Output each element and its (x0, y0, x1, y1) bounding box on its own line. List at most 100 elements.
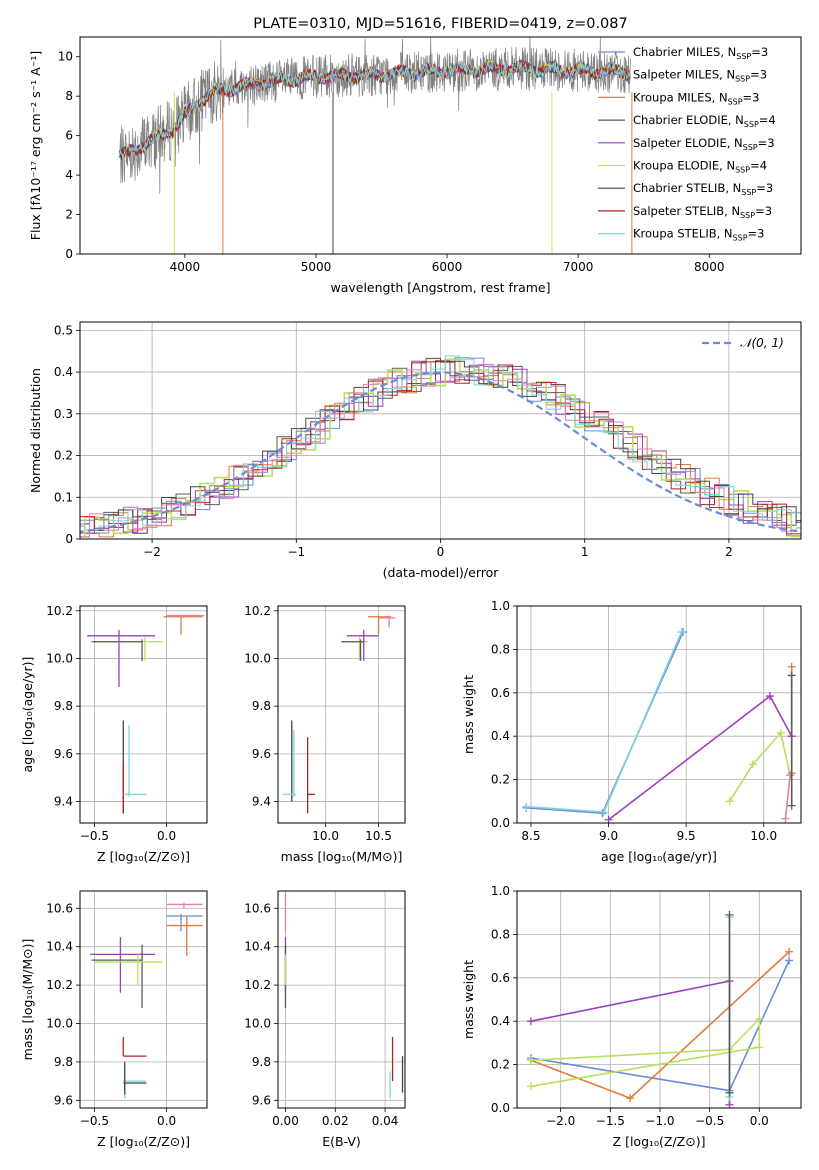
errorbar-point (166, 614, 205, 618)
x-tick-label: 10.5 (365, 829, 392, 843)
y-tick-label: 0.3 (54, 407, 73, 421)
x-axis-label: (data-model)/error (383, 565, 500, 580)
age-Z-plot (87, 614, 205, 814)
x-tick-label: 7000 (563, 260, 594, 274)
y-tick-label: 10.4 (244, 940, 271, 954)
y-tick-label: 10.0 (46, 1017, 73, 1031)
mass-weight-line (784, 775, 791, 819)
x-tick-label: −0.5 (695, 1114, 724, 1128)
y-tick-label: 0.4 (491, 1014, 510, 1028)
x-tick-label: 6000 (432, 260, 463, 274)
mass-weight-marker (604, 815, 613, 823)
y-tick-label: 0.1 (54, 490, 73, 504)
errorbar-point (166, 915, 203, 957)
errorbar-point (94, 954, 163, 986)
errorbar-point (306, 737, 316, 814)
y-tick-label: 9.6 (54, 1093, 73, 1107)
x-tick-label: 0.0 (157, 1114, 176, 1128)
x-tick-label: 0.0 (157, 829, 176, 843)
mass-weight-marker (787, 671, 796, 680)
mass-weight-marker (598, 809, 607, 818)
x-tick-label: 0.00 (272, 1114, 299, 1128)
residual-histogram (80, 363, 801, 538)
x-axis-label: mass [log₁₀(M/M⊙)] (281, 849, 403, 864)
y-tick-label: 4 (65, 168, 73, 182)
mass-weight-marker (599, 808, 608, 817)
x-tick-label: 5000 (301, 260, 332, 274)
legend-entry: Kroupa MILES, NSSP=3 (633, 90, 759, 106)
mass-weight-marker (725, 1100, 734, 1108)
y-tick-label: 0.0 (491, 816, 510, 830)
x-tick-label: −0.5 (80, 1114, 109, 1128)
mass-weight-marker (526, 1056, 535, 1065)
x-tick-label: 0.04 (372, 1114, 399, 1128)
x-axis-label: wavelength [Angstrom, rest frame] (330, 280, 550, 295)
mass-weight-marker (785, 947, 794, 956)
spectrum-plot (118, 37, 633, 254)
y-tick-label: 0.6 (491, 686, 510, 700)
y-tick-label: 0.2 (491, 773, 510, 787)
errorbar-point (87, 629, 156, 688)
spectrum-panel: 4000 5000 6000 7000 8000 0 2 4 6 8 10 wavelength [A… (28, 16, 802, 295)
y-tick-label: 9.4 (54, 795, 73, 809)
residual-histogram (80, 361, 801, 538)
chart-title: PLATE=0310, MJD=51616, FIBERID=0419, z=0… (253, 16, 627, 32)
y-tick-label: 9.4 (252, 795, 271, 809)
errorbar-point (367, 615, 392, 635)
errorbar-point (346, 629, 379, 661)
axes-frame (516, 605, 802, 824)
y-tick-label: 10.2 (46, 604, 73, 618)
x-tick-label: 0 (437, 545, 445, 559)
errorbar-point (378, 615, 396, 628)
axes-frame (277, 605, 406, 824)
y-tick-label: 0.8 (491, 642, 510, 656)
mass-weight-line (526, 631, 684, 815)
y-tick-label: 10.4 (46, 940, 73, 954)
errorbar-point (91, 944, 143, 1009)
x-tick-label: 1 (581, 545, 589, 559)
x-tick-label: 0.0 (750, 1114, 769, 1128)
y-tick-label: 2 (65, 208, 73, 222)
mass-weight-marker (526, 1082, 535, 1091)
axes-frame (79, 890, 208, 1109)
mass-EBV-plot (284, 892, 404, 1099)
mass-weight-marker (785, 956, 794, 965)
y-tick-label: 9.6 (252, 1093, 271, 1107)
residual-histogram (80, 360, 801, 534)
y-axis-label: Flux [fλ10⁻¹⁷ erg cm⁻² s⁻¹ A⁻¹] (28, 51, 43, 240)
y-tick-label: 10.0 (244, 651, 271, 665)
mass-weight-marker (786, 771, 795, 780)
y-tick-label: 0.0 (491, 1101, 510, 1115)
axes-frame (79, 321, 802, 540)
axes-frame (79, 36, 802, 255)
axes-frame (79, 605, 208, 824)
errorbar-point (283, 730, 296, 797)
y-tick-label: 9.8 (54, 699, 73, 713)
mass-weight-marker (725, 910, 734, 919)
histogram-plot (80, 355, 801, 538)
x-tick-label: 10.0 (312, 829, 339, 843)
residuals-panel: −2 −1 0 1 2 0 0.1 0.2 0.3 0.4 0.5 (data-model)/erro… (28, 321, 802, 580)
y-axis-label: mass [log₁₀(M/M⊙)] (20, 939, 35, 1061)
errorbar-point (94, 637, 163, 661)
mass-weight-marker (626, 1094, 635, 1103)
y-tick-label: 0.2 (491, 1058, 510, 1072)
y-tick-label: 0.8 (491, 927, 510, 941)
x-tick-label: 10.0 (750, 829, 777, 843)
x-axis-label: age [log₁₀(age/yr)] (601, 849, 717, 864)
y-tick-label: 1.0 (491, 884, 510, 898)
legend-entry: Salpeter ELODIE, NSSP=3 (633, 136, 775, 152)
y-tick-label: 0 (65, 247, 73, 261)
mass-EBV-panel: 0.00 0.02 0.04 9.6 9.8 10.0 10.2 10.4 10.6 E(B-V) (244, 890, 406, 1149)
x-tick-label: 2 (725, 545, 733, 559)
mass-weight-marker (522, 802, 531, 811)
x-axis-label: Z [log₁₀(Z/Z⊙)] (97, 1134, 190, 1149)
x-tick-label: −2.0 (546, 1114, 575, 1128)
legend-entry: Chabrier MILES, NSSP=3 (633, 45, 768, 61)
y-tick-label: 9.6 (252, 747, 271, 761)
errorbar-point (90, 937, 156, 993)
residual-histogram (80, 360, 801, 538)
x-tick-label: 0.02 (322, 1114, 349, 1128)
y-axis-label: Normed distribution (28, 368, 43, 493)
x-tick-label: 9.5 (677, 829, 696, 843)
